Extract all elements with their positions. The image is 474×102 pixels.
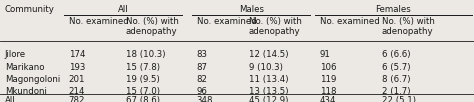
Text: 193: 193 [69, 63, 85, 72]
Text: Magongoloni: Magongoloni [5, 75, 60, 84]
Text: Jilore: Jilore [5, 50, 26, 59]
Text: 118: 118 [320, 87, 337, 96]
Text: 22 (5.1): 22 (5.1) [382, 96, 416, 102]
Text: 83: 83 [197, 50, 208, 59]
Text: Females: Females [375, 5, 411, 14]
Text: 91: 91 [320, 50, 331, 59]
Text: 15 (7.8): 15 (7.8) [126, 63, 160, 72]
Text: 19 (9.5): 19 (9.5) [126, 75, 159, 84]
Text: 119: 119 [320, 75, 337, 84]
Text: 45 (12.9): 45 (12.9) [249, 96, 288, 102]
Text: 106: 106 [320, 63, 337, 72]
Text: No. examined: No. examined [320, 17, 380, 26]
Text: 8 (6.7): 8 (6.7) [382, 75, 410, 84]
Text: 82: 82 [197, 75, 208, 84]
Text: 6 (5.7): 6 (5.7) [382, 63, 410, 72]
Text: No. examined: No. examined [197, 17, 256, 26]
Text: 9 (10.3): 9 (10.3) [249, 63, 283, 72]
Text: 13 (13.5): 13 (13.5) [249, 87, 288, 96]
Text: Mkundoni: Mkundoni [5, 87, 46, 96]
Text: 6 (6.6): 6 (6.6) [382, 50, 410, 59]
Text: Community: Community [5, 5, 55, 14]
Text: 434: 434 [320, 96, 337, 102]
Text: All: All [118, 5, 128, 14]
Text: All: All [5, 96, 15, 102]
Text: 15 (7.0): 15 (7.0) [126, 87, 160, 96]
Text: 12 (14.5): 12 (14.5) [249, 50, 288, 59]
Text: 348: 348 [197, 96, 213, 102]
Text: 87: 87 [197, 63, 208, 72]
Text: 2 (1.7): 2 (1.7) [382, 87, 410, 96]
Text: Marikano: Marikano [5, 63, 44, 72]
Text: No. (%) with
adenopathy: No. (%) with adenopathy [126, 17, 179, 36]
Text: 67 (8.6): 67 (8.6) [126, 96, 160, 102]
Text: 174: 174 [69, 50, 85, 59]
Text: 18 (10.3): 18 (10.3) [126, 50, 165, 59]
Text: 214: 214 [69, 87, 85, 96]
Text: 201: 201 [69, 75, 85, 84]
Text: 96: 96 [197, 87, 208, 96]
Text: 782: 782 [69, 96, 85, 102]
Text: No. (%) with
adenopathy: No. (%) with adenopathy [249, 17, 302, 36]
Text: Males: Males [239, 5, 264, 14]
Text: No. examined: No. examined [69, 17, 128, 26]
Text: 11 (13.4): 11 (13.4) [249, 75, 288, 84]
Text: No. (%) with
adenopathy: No. (%) with adenopathy [382, 17, 435, 36]
